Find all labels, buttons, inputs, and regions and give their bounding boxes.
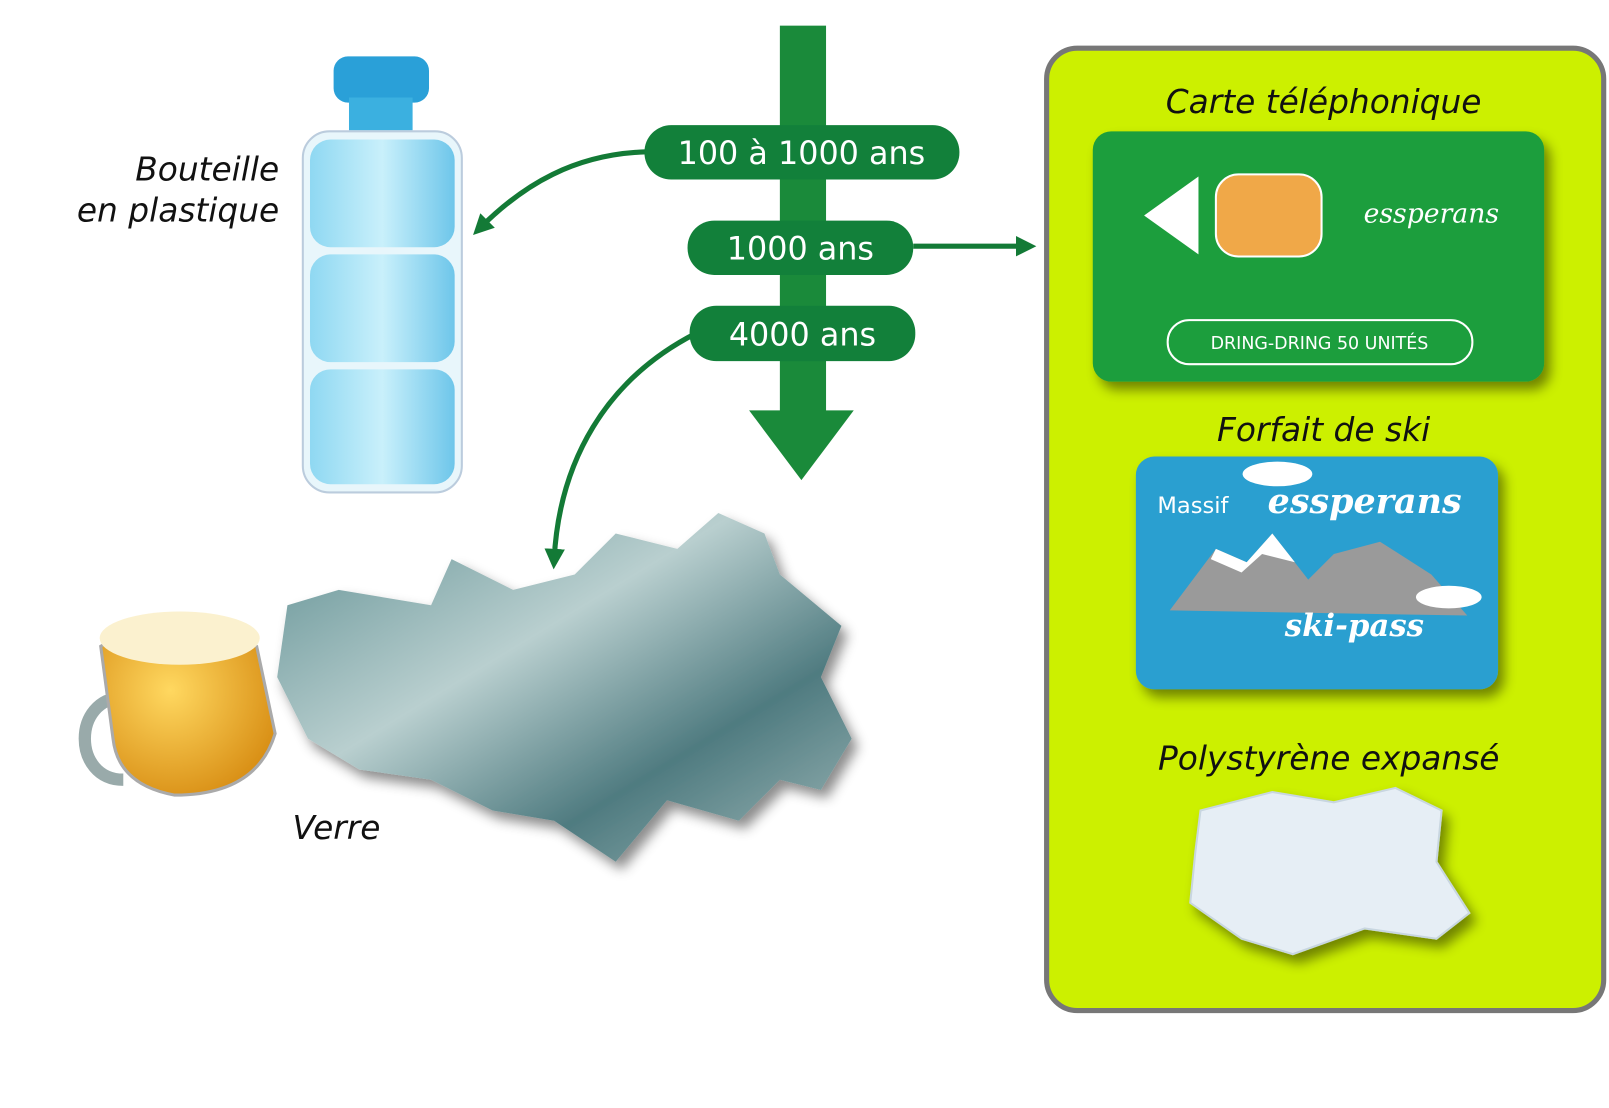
bottle-label: en plastique xyxy=(77,192,279,230)
ski-pass-title: Forfait de ski xyxy=(1217,411,1430,449)
cloud xyxy=(1416,586,1482,609)
bottle-label: Bouteille xyxy=(135,151,279,189)
connector xyxy=(480,152,646,228)
phone-card-title: Carte téléphonique xyxy=(1166,83,1482,121)
diagram: 100 à 1000 ans 1000 ans 4000 ans Bouteil… xyxy=(0,0,1609,1108)
duration-label: 100 à 1000 ans xyxy=(678,135,926,172)
polystyrene-piece xyxy=(1190,788,1469,954)
polystyrene-title: Polystyrène expansé xyxy=(1158,739,1500,777)
glass-label: Verre xyxy=(293,809,381,847)
ski-pass-label: ski-pass xyxy=(1284,608,1424,644)
duration-label: 4000 ans xyxy=(729,317,876,354)
card-units: DRING-DRING 50 UNITÉS xyxy=(1211,332,1429,354)
ski-brand: essperans xyxy=(1268,481,1462,522)
duration-label: 1000 ans xyxy=(727,231,874,268)
timeline-head xyxy=(749,410,854,480)
bottle-illustration xyxy=(303,56,462,492)
card-brand: essperans xyxy=(1364,199,1499,230)
beer-mug xyxy=(85,611,275,795)
connector xyxy=(554,333,696,559)
ski-massif: Massif xyxy=(1157,493,1229,519)
card-chip xyxy=(1216,174,1322,256)
